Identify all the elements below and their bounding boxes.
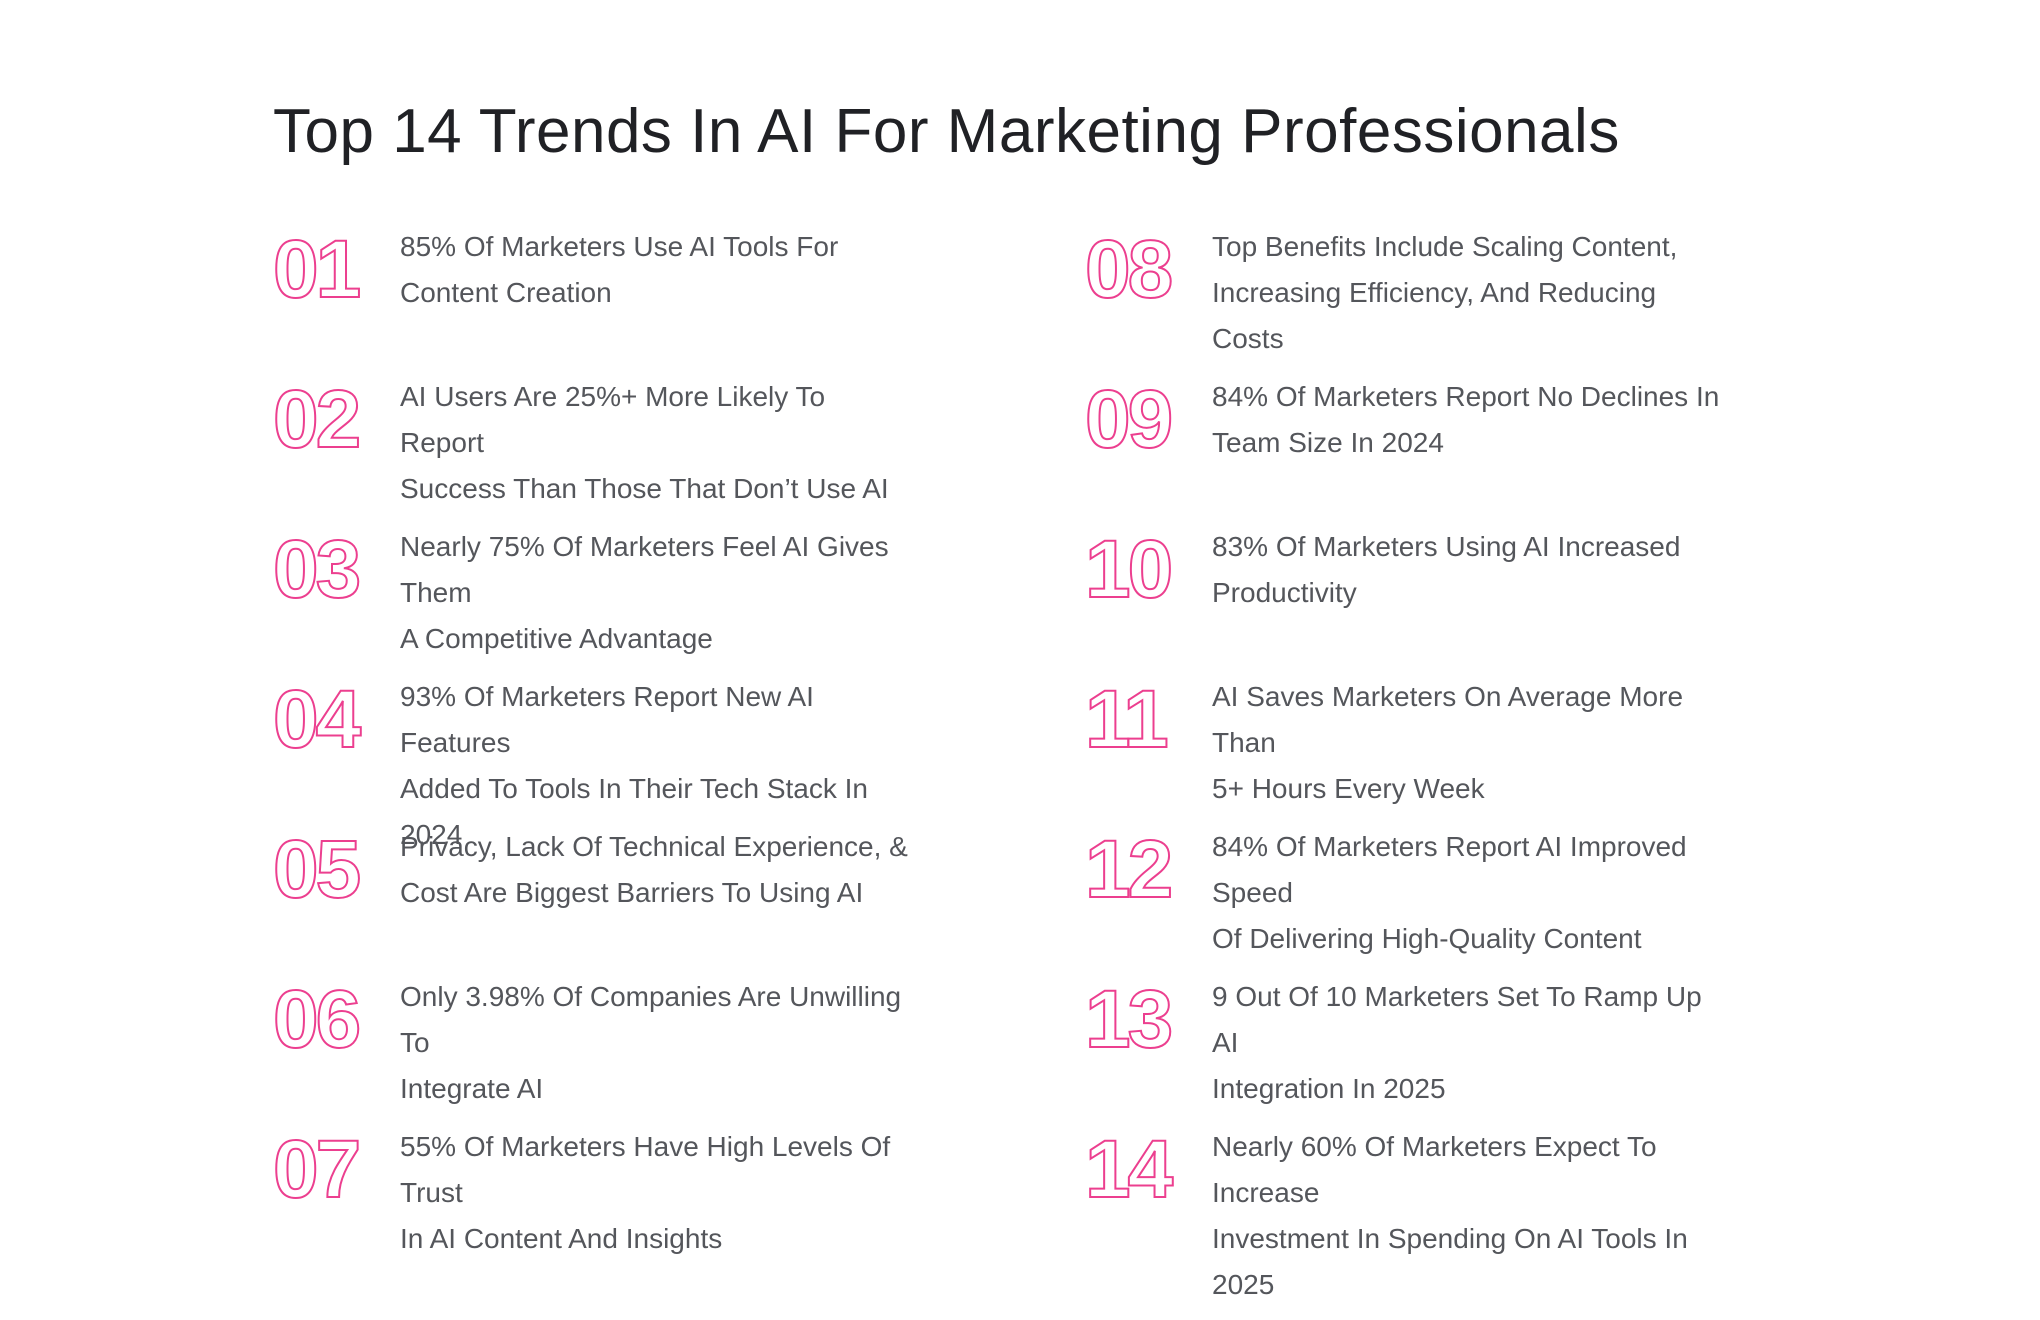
trend-item: 09 84% Of Marketers Report No Declines I… — [1084, 372, 1725, 522]
trend-text-line1: 55% Of Marketers Have High Levels Of Tru… — [400, 1131, 891, 1208]
trend-number: 03 — [272, 523, 362, 616]
trend-text-line2: In AI Content And Insights — [400, 1223, 723, 1254]
trend-number: 04 — [272, 673, 362, 766]
trend-text-line2: Success Than Those That Don’t Use AI — [400, 473, 889, 504]
trend-text-line1: 84% Of Marketers Report AI Improved Spee… — [1212, 831, 1687, 908]
trend-item: 11 AI Saves Marketers On Average More Th… — [1084, 672, 1725, 822]
trend-number: 12 — [1084, 823, 1174, 916]
trend-text-line1: Only 3.98% Of Companies Are Unwilling To — [400, 981, 902, 1058]
trend-text: 55% Of Marketers Have High Levels Of Tru… — [400, 1122, 913, 1262]
trend-number: 11 — [1084, 673, 1170, 766]
trend-item: 13 9 Out Of 10 Marketers Set To Ramp Up … — [1084, 972, 1725, 1122]
trend-item: 08 Top Benefits Include Scaling Content,… — [1084, 222, 1725, 372]
trend-text-line2: Integrate AI — [400, 1073, 544, 1104]
trend-text: Nearly 60% Of Marketers Expect To Increa… — [1212, 1122, 1725, 1308]
trend-text-line1: 84% Of Marketers Report No Declines In — [1212, 381, 1720, 412]
trend-text-line1: 93% Of Marketers Report New AI Features — [400, 681, 814, 758]
trend-number: 05 — [272, 823, 362, 916]
trend-text: 84% Of Marketers Report AI Improved Spee… — [1212, 822, 1725, 962]
trend-item: 04 93% Of Marketers Report New AI Featur… — [272, 672, 913, 850]
trend-text-line1: Privacy, Lack Of Technical Experience, & — [400, 831, 908, 862]
trend-item: 05 Privacy, Lack Of Technical Experience… — [272, 822, 913, 972]
trend-item: 03 Nearly 75% Of Marketers Feel AI Gives… — [272, 522, 913, 672]
trend-item: 12 84% Of Marketers Report AI Improved S… — [1084, 822, 1725, 972]
trend-text-line1: Nearly 75% Of Marketers Feel AI Gives Th… — [400, 531, 889, 608]
trend-item: 14 Nearly 60% Of Marketers Expect To Inc… — [1084, 1122, 1725, 1300]
trend-text-line2: Increasing Efficiency, And Reducing Cost… — [1212, 277, 1657, 354]
trend-number: 02 — [272, 373, 362, 466]
trend-text: 85% Of Marketers Use AI Tools For Conten… — [400, 222, 838, 316]
trend-text-line2: Investment In Spending On AI Tools In 20… — [1212, 1223, 1688, 1300]
trend-text-line1: 9 Out Of 10 Marketers Set To Ramp Up AI — [1212, 981, 1702, 1058]
trend-text-line2: Content Creation — [400, 277, 612, 308]
trend-number: 13 — [1084, 973, 1174, 1066]
trend-number: 08 — [1084, 223, 1174, 316]
trend-item: 07 55% Of Marketers Have High Levels Of … — [272, 1122, 913, 1272]
trend-text-line2: Integration In 2025 — [1212, 1073, 1446, 1104]
trend-text-line1: Nearly 60% Of Marketers Expect To Increa… — [1212, 1131, 1657, 1208]
trend-number: 14 — [1084, 1123, 1174, 1216]
trend-text-line1: AI Saves Marketers On Average More Than — [1212, 681, 1684, 758]
trend-item: 10 83% Of Marketers Using AI Increased P… — [1084, 522, 1725, 672]
trend-item: 02 AI Users Are 25%+ More Likely To Repo… — [272, 372, 913, 522]
trend-text: Only 3.98% Of Companies Are Unwilling To… — [400, 972, 913, 1112]
trend-text-line1: AI Users Are 25%+ More Likely To Report — [400, 381, 826, 458]
trend-number: 07 — [272, 1123, 362, 1216]
trend-text: AI Users Are 25%+ More Likely To Report … — [400, 372, 913, 512]
page-title: Top 14 Trends In AI For Marketing Profes… — [273, 97, 1620, 166]
trend-text-line2: A Competitive Advantage — [400, 623, 713, 654]
trend-text-line1: Top Benefits Include Scaling Content, — [1212, 231, 1678, 262]
trend-text-line2: Added To Tools In Their Tech Stack In 20… — [400, 773, 869, 850]
trend-text: 83% Of Marketers Using AI Increased Prod… — [1212, 522, 1680, 616]
trend-number: 10 — [1084, 523, 1174, 616]
trend-text-line2: Team Size In 2024 — [1212, 427, 1444, 458]
trend-number: 09 — [1084, 373, 1174, 466]
trend-text: Top Benefits Include Scaling Content, In… — [1212, 222, 1725, 362]
trend-text: 93% Of Marketers Report New AI Features … — [400, 672, 913, 858]
trend-text: Privacy, Lack Of Technical Experience, &… — [400, 822, 908, 916]
trend-text-line2: Cost Are Biggest Barriers To Using AI — [400, 877, 864, 908]
trend-text: Nearly 75% Of Marketers Feel AI Gives Th… — [400, 522, 913, 662]
trends-grid: 01 85% Of Marketers Use AI Tools For Con… — [272, 222, 1725, 1300]
trend-text-line1: 83% Of Marketers Using AI Increased — [1212, 531, 1681, 562]
trend-text-line2: 5+ Hours Every Week — [1212, 773, 1485, 804]
trend-number: 01 — [272, 223, 362, 316]
trend-item: 01 85% Of Marketers Use AI Tools For Con… — [272, 222, 913, 372]
trend-text: 9 Out Of 10 Marketers Set To Ramp Up AI … — [1212, 972, 1725, 1112]
trend-text-line2: Of Delivering High-Quality Content — [1212, 923, 1642, 954]
trend-text: AI Saves Marketers On Average More Than … — [1212, 672, 1725, 812]
trend-text: 84% Of Marketers Report No Declines In T… — [1212, 372, 1719, 466]
trend-item: 06 Only 3.98% Of Companies Are Unwilling… — [272, 972, 913, 1122]
trend-number: 06 — [272, 973, 362, 1066]
trend-text-line1: 85% Of Marketers Use AI Tools For — [400, 231, 839, 262]
trend-text-line2: Productivity — [1212, 577, 1357, 608]
